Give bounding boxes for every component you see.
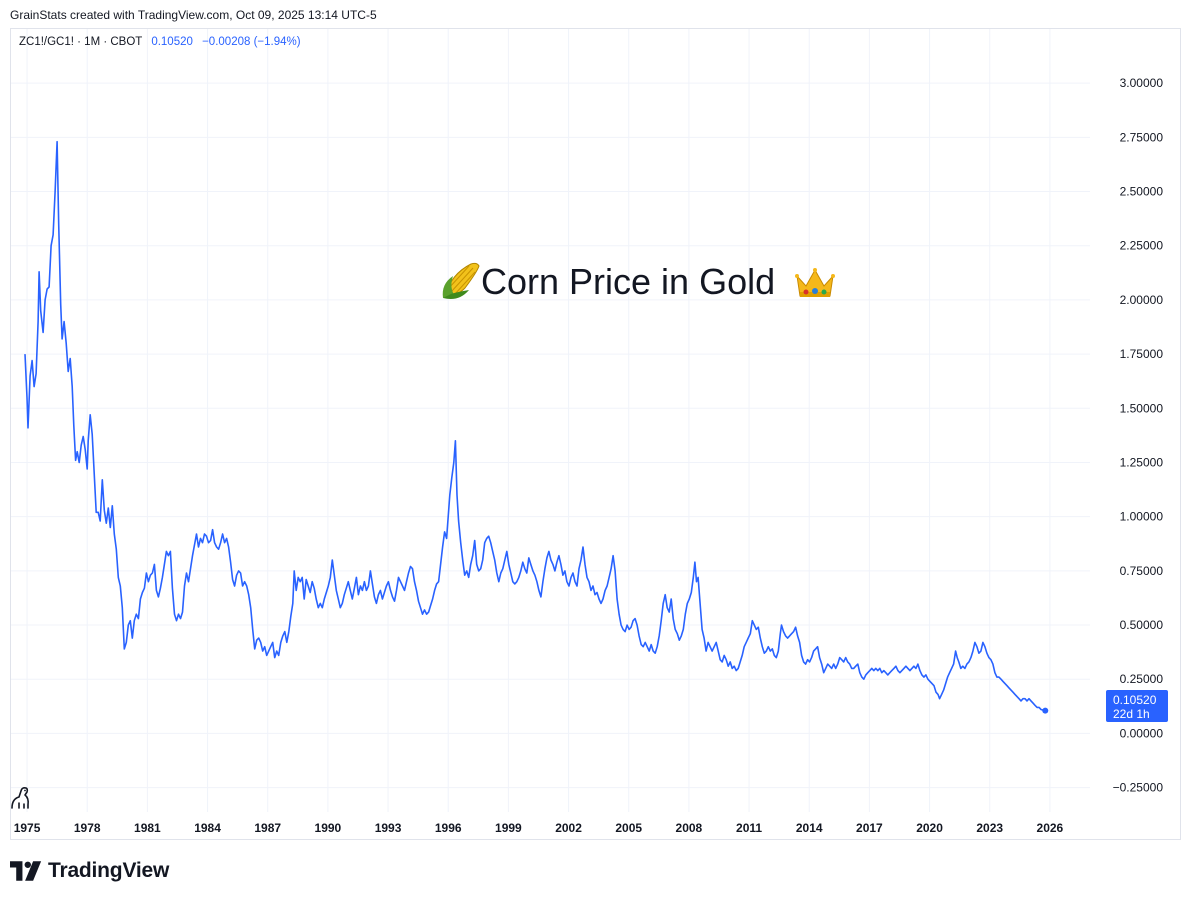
series-line (24, 140, 1046, 712)
value-change: −0.00208 (−1.94%) (202, 36, 301, 48)
bar-countdown: 22d 1h (1113, 707, 1150, 721)
x-tick-label: 2005 (615, 821, 642, 835)
x-tick-label: 2020 (916, 821, 943, 835)
y-tick-label: 1.25000 (1120, 455, 1164, 469)
x-tick-label: 2011 (736, 821, 762, 835)
chart-series (24, 140, 1049, 714)
chart-attribution: GrainStats created with TradingView.com,… (10, 8, 377, 22)
x-tick-label: 1975 (14, 821, 41, 835)
x-tick-label: 1999 (495, 821, 522, 835)
tradingview-logo[interactable]: TradingView (10, 858, 169, 884)
x-tick-label: 2014 (796, 821, 823, 835)
y-tick-label: 1.50000 (1120, 401, 1164, 415)
y-tick-label: 2.25000 (1120, 239, 1164, 253)
last-value: 0.10520 (151, 36, 193, 48)
x-tick-label: 2002 (555, 821, 582, 835)
tradingview-wordmark: TradingView (48, 859, 170, 882)
annotation-text: Corn Price in Gold (481, 261, 775, 302)
x-tick-label: 1990 (315, 821, 342, 835)
x-tick-label: 1987 (254, 821, 281, 835)
crown-icon (795, 268, 835, 297)
last-point-marker (1042, 707, 1049, 714)
x-tick-label: 1978 (74, 821, 101, 835)
price-axis: 3.00000 2.75000 2.50000 2.25000 2.00000 1.750… (1113, 76, 1164, 794)
chart-frame (10, 28, 1181, 840)
y-tick-label: 1.75000 (1120, 347, 1164, 361)
y-tick-label: 0.75000 (1120, 564, 1164, 578)
symbol-description[interactable]: ZC1!/GC1! · 1M · CBOT (19, 36, 143, 48)
chart-grid (11, 29, 1090, 812)
x-tick-label: 1993 (375, 821, 402, 835)
y-tick-label: 3.00000 (1120, 76, 1164, 90)
x-tick-label: 2008 (676, 821, 703, 835)
y-tick-label: 2.00000 (1120, 293, 1164, 307)
last-price-value: 0.10520 (1113, 693, 1157, 707)
x-tick-label: 1981 (134, 821, 161, 835)
last-price-tag-bg (1106, 690, 1168, 722)
time-axis: 1975 1978 1981 1984 1987 1990 1993 1996 1999 2002… (14, 821, 1064, 835)
y-tick-label: 1.00000 (1120, 510, 1164, 524)
tradingview-logo-icon (10, 861, 42, 881)
x-tick-label: 2026 (1037, 821, 1064, 835)
y-tick-label: 0.50000 (1120, 618, 1164, 632)
symbol-legend[interactable]: ZC1!/GC1! · 1M · CBOT 0.10520 −0.00208 (… (19, 36, 301, 48)
y-tick-label: 2.75000 (1120, 130, 1164, 144)
x-tick-label: 2017 (856, 821, 883, 835)
x-tick-label: 2023 (976, 821, 1003, 835)
dino-icon[interactable] (9, 785, 33, 811)
x-tick-label: 1984 (194, 821, 221, 835)
chart-annotation: Corn Price in Gold (442, 261, 835, 302)
y-tick-label: 0.00000 (1120, 726, 1164, 740)
x-tick-label: 1996 (435, 821, 462, 835)
corn-icon (442, 262, 480, 299)
y-tick-label: 0.25000 (1120, 672, 1164, 686)
last-price-tag: 0.10520 22d 1h (1106, 690, 1168, 722)
y-tick-label: 2.50000 (1120, 185, 1164, 199)
y-tick-label: −0.25000 (1113, 781, 1164, 795)
